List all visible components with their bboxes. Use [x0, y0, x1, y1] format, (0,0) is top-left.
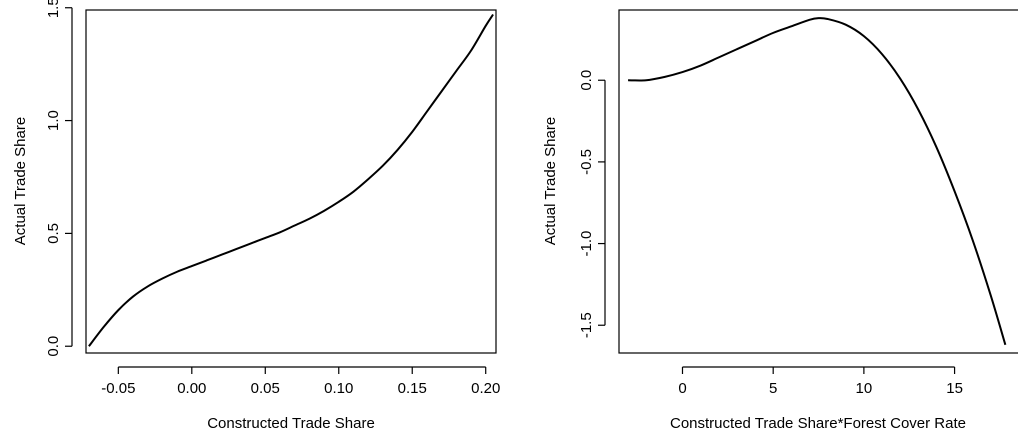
- y-tick-label: -0.5: [578, 149, 595, 175]
- y-tick-label: 1.5: [45, 0, 62, 18]
- y-tick-label: 0.5: [45, 223, 62, 244]
- y-tick-label: 1.0: [45, 110, 62, 131]
- y-axis-label-left: Actual Trade Share: [12, 117, 29, 245]
- x-axis-label-right: Constructed Trade Share*Forest Cover Rat…: [670, 415, 966, 432]
- x-tick-label: 0: [678, 380, 686, 397]
- series-line-left: [88, 13, 494, 347]
- ticks-right: 0 5 10 15 -1.5 -1.0 -0.5 0.0: [578, 70, 963, 397]
- right-plot: 0 5 10 15 -1.5 -1.0 -0.5 0.0 Constructed Trade …: [542, 9, 1018, 432]
- y-tick-label: -1.5: [578, 312, 595, 338]
- plot-frame-right: [618, 9, 1018, 354]
- x-tick-label: 0.05: [251, 380, 280, 397]
- x-tick-label: 0.00: [177, 380, 206, 397]
- x-tick-label: 5: [769, 380, 777, 397]
- plot-frame-left: [85, 9, 497, 354]
- y-tick-label: -1.0: [578, 231, 595, 257]
- x-axis-label-left: Constructed Trade Share: [207, 415, 375, 432]
- x-tick-label: 0.10: [324, 380, 353, 397]
- y-axis-label-right: Actual Trade Share: [542, 117, 559, 245]
- series-line-right: [628, 17, 1007, 346]
- x-tick-label: 15: [946, 380, 963, 397]
- y-tick-label: 0.0: [45, 336, 62, 357]
- x-tick-label: 0.20: [471, 380, 500, 397]
- left-plot: -0.05 0.00 0.05 0.10 0.15 0.20 0.0 0.5 1.0 1.5 Co…: [12, 0, 500, 432]
- y-tick-label: 0.0: [578, 70, 595, 91]
- ticks-left: -0.05 0.00 0.05 0.10 0.15 0.20 0.0 0.5 1.0 1.5: [45, 0, 500, 397]
- x-tick-label: 0.15: [398, 380, 427, 397]
- x-tick-label: 10: [856, 380, 873, 397]
- x-tick-label: -0.05: [101, 380, 135, 397]
